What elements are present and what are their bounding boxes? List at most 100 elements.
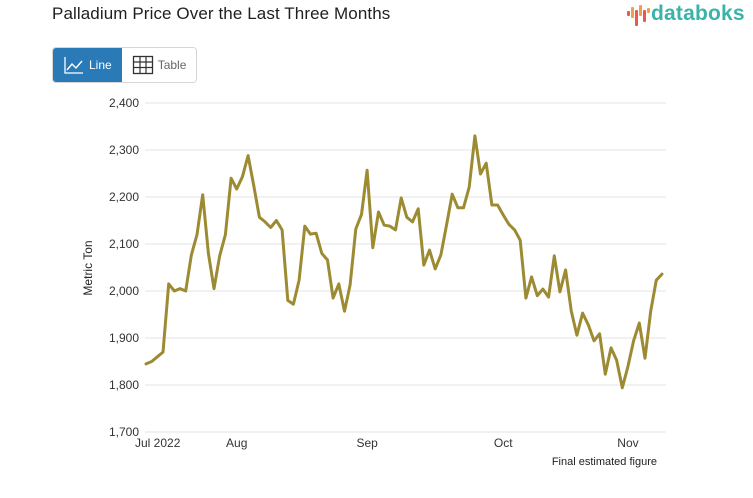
data-point[interactable] <box>608 345 614 351</box>
databoks-logo[interactable]: databoks <box>626 2 745 26</box>
data-point[interactable] <box>636 320 642 326</box>
data-point[interactable] <box>387 223 393 229</box>
data-point[interactable] <box>296 277 302 283</box>
data-point[interactable] <box>574 332 580 338</box>
data-point[interactable] <box>302 223 308 229</box>
data-point[interactable] <box>415 206 421 212</box>
series-line-palladium[interactable] <box>144 134 664 390</box>
data-point[interactable] <box>324 257 330 263</box>
data-point[interactable] <box>546 294 552 300</box>
data-point[interactable] <box>245 153 251 159</box>
data-point[interactable] <box>625 363 631 369</box>
line-view-button[interactable]: Line <box>53 48 122 82</box>
data-point[interactable] <box>313 230 319 236</box>
data-point[interactable] <box>370 245 376 251</box>
data-point[interactable] <box>347 282 353 288</box>
data-point[interactable] <box>495 202 501 208</box>
data-point[interactable] <box>523 295 529 301</box>
data-point[interactable] <box>341 308 347 314</box>
data-point[interactable] <box>653 277 659 283</box>
data-point[interactable] <box>188 252 194 258</box>
data-point[interactable] <box>659 271 665 277</box>
data-point[interactable] <box>478 171 484 177</box>
y-tick-label: 2,000 <box>109 284 139 298</box>
y-tick-label: 1,900 <box>109 331 139 345</box>
data-point[interactable] <box>375 209 381 215</box>
data-point[interactable] <box>268 225 274 231</box>
data-point[interactable] <box>364 167 370 173</box>
data-point[interactable] <box>200 192 206 198</box>
data-point[interactable] <box>228 175 234 181</box>
bar-wave-icon <box>626 2 650 26</box>
data-point[interactable] <box>160 349 166 355</box>
data-point[interactable] <box>585 322 591 328</box>
data-point[interactable] <box>256 214 262 220</box>
data-point[interactable] <box>466 184 472 190</box>
data-point[interactable] <box>217 253 223 259</box>
data-point[interactable] <box>273 218 279 224</box>
data-point[interactable] <box>444 222 450 228</box>
data-point[interactable] <box>392 227 398 233</box>
data-point[interactable] <box>183 288 189 294</box>
data-point[interactable] <box>166 281 172 287</box>
table-grid-icon <box>132 55 153 75</box>
data-point[interactable] <box>557 289 563 295</box>
data-point[interactable] <box>602 371 608 377</box>
data-point[interactable] <box>461 205 467 211</box>
data-point[interactable] <box>517 237 523 243</box>
data-point[interactable] <box>432 266 438 272</box>
data-point[interactable] <box>149 359 155 365</box>
data-point[interactable] <box>410 219 416 225</box>
data-point[interactable] <box>512 227 518 233</box>
data-point[interactable] <box>171 288 177 294</box>
data-point[interactable] <box>262 219 268 225</box>
data-point[interactable] <box>177 286 183 292</box>
data-point[interactable] <box>222 232 228 238</box>
data-point[interactable] <box>597 331 603 337</box>
data-point[interactable] <box>642 355 648 361</box>
data-point[interactable] <box>568 308 574 314</box>
data-point[interactable] <box>421 262 427 268</box>
data-point[interactable] <box>290 301 296 307</box>
data-point[interactable] <box>449 191 455 197</box>
data-point[interactable] <box>404 214 410 220</box>
data-point[interactable] <box>540 286 546 292</box>
data-point[interactable] <box>143 361 149 367</box>
data-point[interactable] <box>619 385 625 391</box>
data-point[interactable] <box>353 226 359 232</box>
data-point[interactable] <box>285 297 291 303</box>
data-point[interactable] <box>648 308 654 314</box>
data-point[interactable] <box>551 253 557 259</box>
data-point[interactable] <box>330 295 336 301</box>
data-point[interactable] <box>211 286 217 292</box>
data-point[interactable] <box>251 182 257 188</box>
data-point[interactable] <box>614 357 620 363</box>
data-point[interactable] <box>336 281 342 287</box>
data-point[interactable] <box>631 338 637 344</box>
data-point[interactable] <box>529 274 535 280</box>
data-point[interactable] <box>506 221 512 227</box>
data-point[interactable] <box>154 354 160 360</box>
data-point[interactable] <box>500 212 506 218</box>
data-point[interactable] <box>239 174 245 180</box>
data-point[interactable] <box>472 133 478 139</box>
data-point[interactable] <box>438 252 444 258</box>
data-point[interactable] <box>358 211 364 217</box>
data-point[interactable] <box>234 186 240 192</box>
data-point[interactable] <box>489 202 495 208</box>
data-point[interactable] <box>319 250 325 256</box>
data-point[interactable] <box>455 205 461 211</box>
data-point[interactable] <box>194 232 200 238</box>
data-point[interactable] <box>563 267 569 273</box>
data-point[interactable] <box>279 227 285 233</box>
data-point[interactable] <box>427 247 433 253</box>
data-point[interactable] <box>398 195 404 201</box>
data-point[interactable] <box>205 250 211 256</box>
data-point[interactable] <box>591 338 597 344</box>
data-point[interactable] <box>307 231 313 237</box>
data-point[interactable] <box>483 160 489 166</box>
data-point[interactable] <box>580 310 586 316</box>
table-view-button[interactable]: Table <box>121 48 197 82</box>
data-point[interactable] <box>381 222 387 228</box>
data-point[interactable] <box>534 293 540 299</box>
